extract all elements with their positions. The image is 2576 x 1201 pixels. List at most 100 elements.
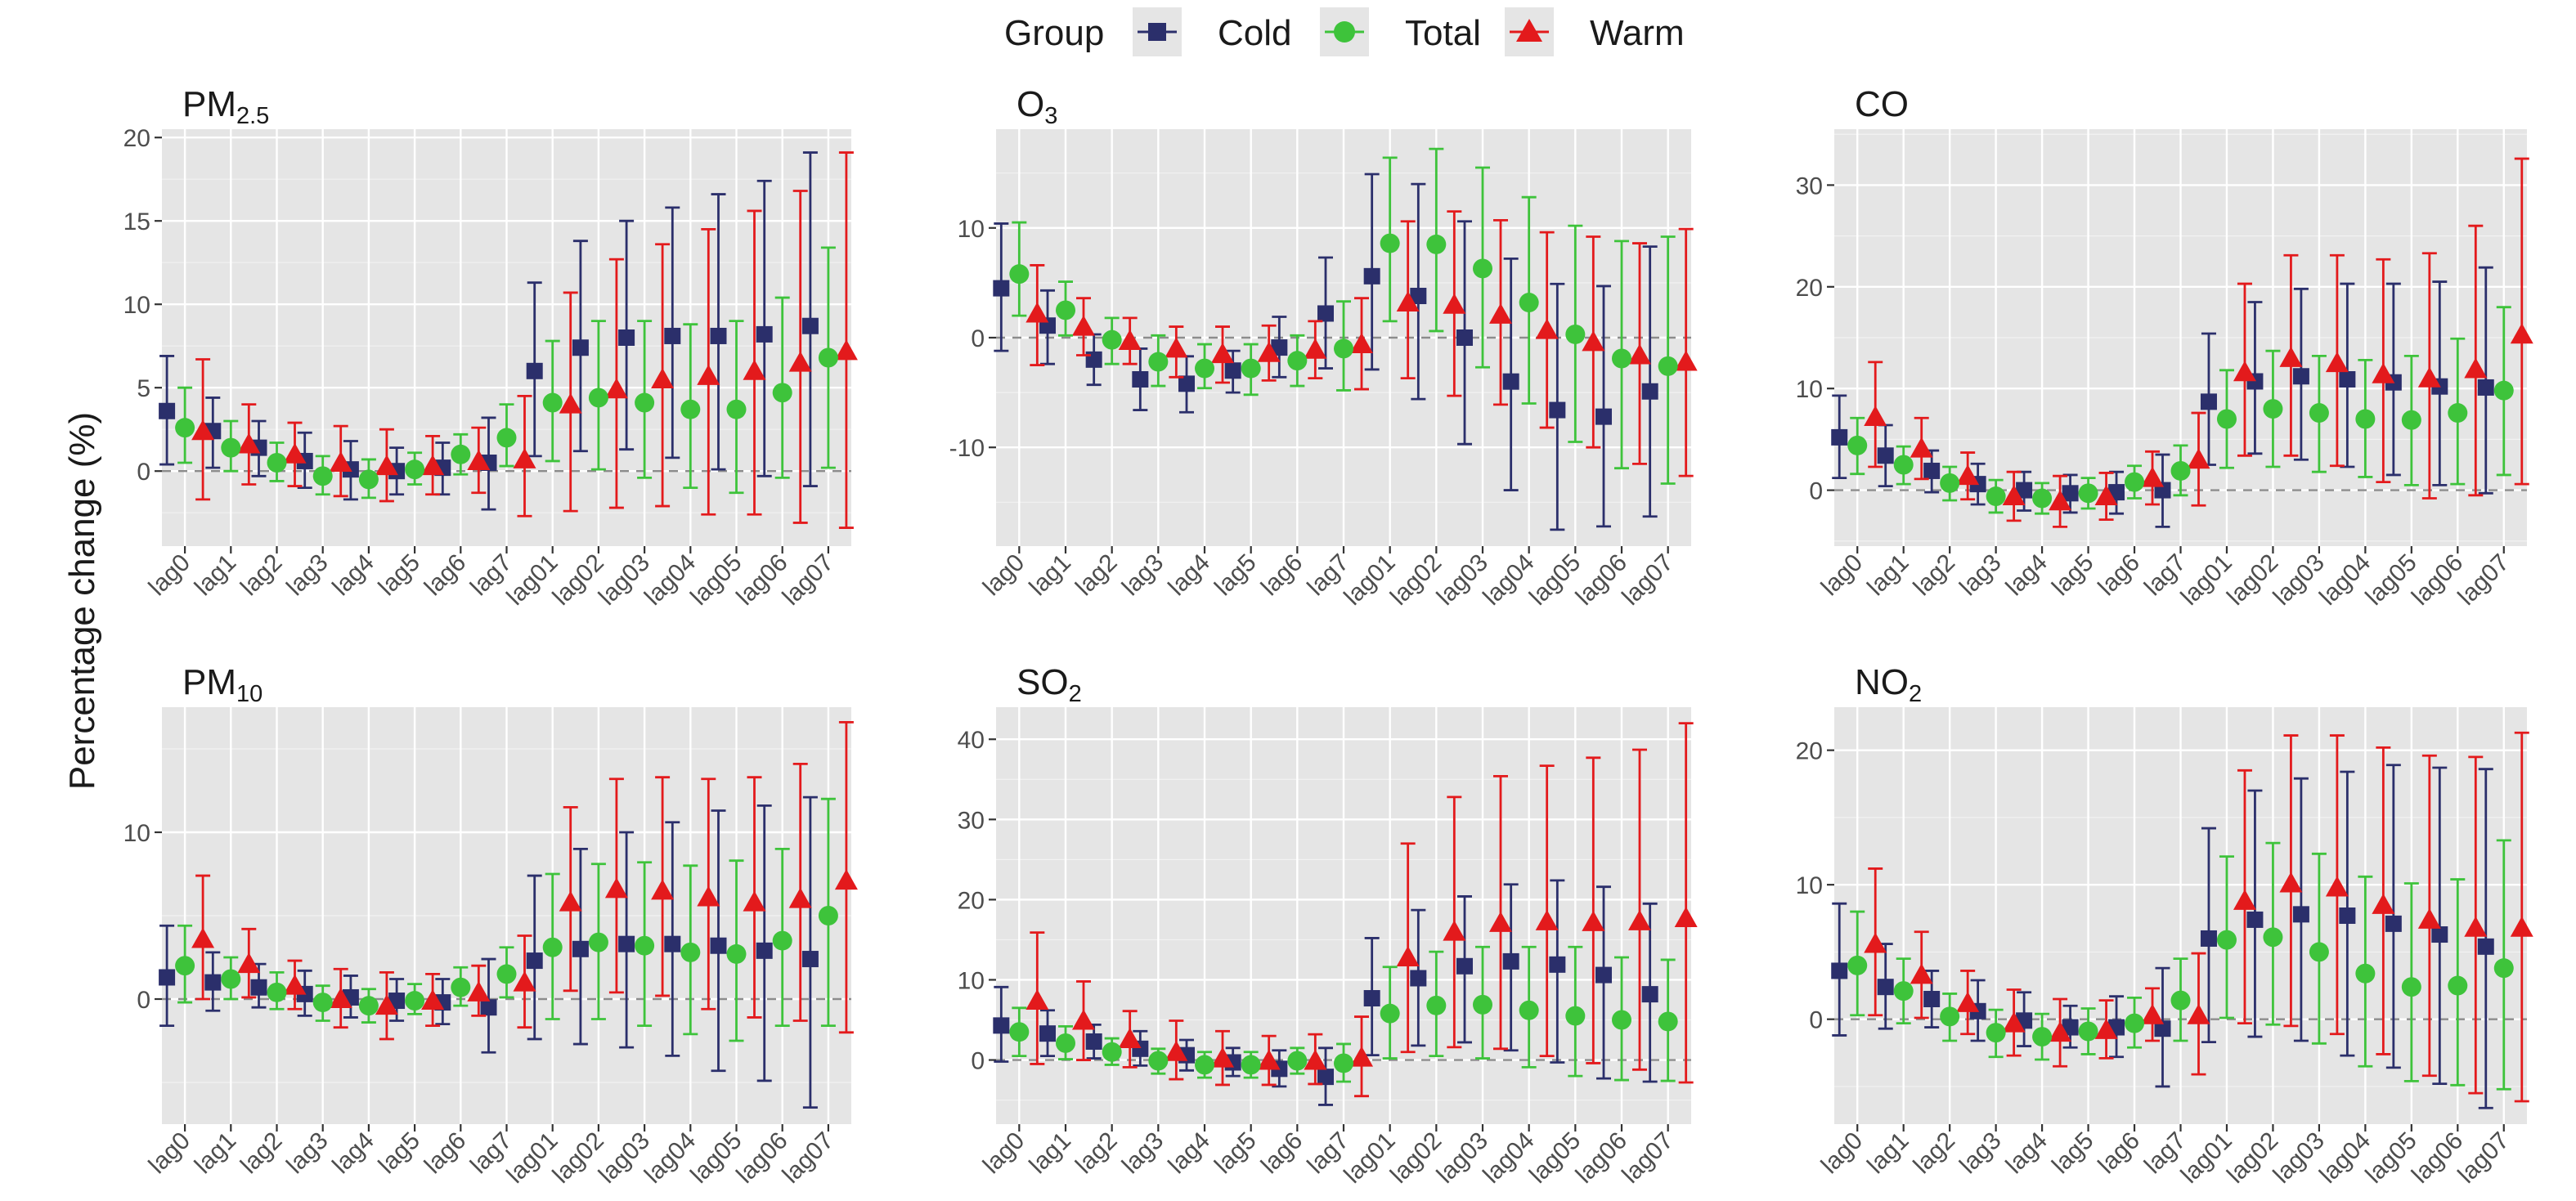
x-tick-label: lag04 [640, 549, 701, 611]
series-warm [1025, 722, 1698, 1098]
legend-item-warm: Warm [1505, 7, 1685, 56]
data-point-triangle [2279, 346, 2303, 367]
y-tick-label: 10 [1796, 872, 1823, 899]
y-tick-label: 10 [958, 216, 985, 243]
data-point-circle [1334, 1053, 1353, 1073]
chart-panels: 05101520lag0lag1lag2lag3lag4lag5lag6lag7… [123, 84, 2533, 1189]
series-cold [993, 173, 1658, 531]
x-tick-label: lag1 [190, 549, 241, 601]
data-point-triangle [421, 455, 445, 476]
data-point-circle [2401, 410, 2421, 430]
data-point-triangle [2094, 485, 2118, 506]
x-tick-label: lag06 [2407, 549, 2468, 611]
data-point-circle [680, 942, 701, 962]
x-tick-label: lag03 [594, 1127, 655, 1189]
y-tick-label: 20 [958, 887, 985, 914]
data-point-circle [772, 930, 792, 951]
data-point-circle [221, 437, 241, 458]
data-point-triangle [1211, 1046, 1234, 1068]
data-point-square [572, 940, 589, 957]
chart-panel-2: -10010lag0lag1lag2lag3lag4lag5lag6lag7la… [949, 84, 1698, 611]
data-point-triangle [1443, 293, 1466, 314]
x-tick-label: lag02 [2222, 1127, 2283, 1189]
data-point-square [2154, 1020, 2171, 1037]
x-tick-label: lag0 [978, 549, 1030, 601]
data-point-circle [2170, 460, 2191, 481]
panel-title: PM10 [182, 662, 263, 707]
data-point-circle [2170, 990, 2191, 1011]
x-tick-label: lag5 [2047, 549, 2098, 601]
data-point-circle [2448, 975, 2468, 996]
data-point-square [618, 935, 635, 952]
data-point-circle [542, 937, 563, 957]
x-tick-label: lag2 [236, 549, 287, 601]
data-point-circle [588, 932, 608, 952]
data-point-triangle [1350, 1046, 1373, 1067]
data-point-square [801, 317, 819, 334]
data-point-triangle [2187, 1003, 2210, 1024]
legend-label-total: Total [1405, 13, 1481, 53]
data-point-square [1410, 970, 1427, 987]
x-tick-label: lag3 [1954, 549, 2006, 601]
data-point-triangle [559, 392, 582, 414]
data-point-square [1317, 1069, 1334, 1086]
data-point-square [1363, 267, 1380, 285]
data-point-square [993, 280, 1010, 297]
data-point-square [1595, 966, 1612, 984]
data-point-circle [1612, 1010, 1631, 1030]
x-tick-label: lag2 [236, 1127, 287, 1179]
data-point-triangle [513, 970, 536, 992]
data-point-circle [635, 935, 655, 956]
legend-circle-icon [1334, 21, 1355, 43]
data-point-circle [1986, 486, 2006, 507]
data-point-circle [818, 906, 838, 925]
x-tick-label: lag6 [1256, 1127, 1308, 1179]
data-point-triangle [1910, 437, 1933, 458]
data-point-triangle [2372, 362, 2395, 383]
data-point-circle [2401, 977, 2421, 997]
data-point-square [1178, 375, 1195, 392]
x-tick-label: lag03 [1432, 1127, 1493, 1189]
data-point-triangle [467, 449, 491, 470]
x-tick-label: lag02 [548, 1127, 609, 1189]
data-point-triangle [2464, 916, 2488, 937]
data-point-square [572, 339, 589, 356]
panel-title: NO2 [1855, 662, 1922, 707]
data-point-circle [1940, 473, 1960, 493]
x-tick-label: lag2 [1070, 1127, 1122, 1179]
data-point-triangle [237, 952, 261, 974]
data-point-square [1456, 957, 1473, 975]
data-point-square [526, 952, 543, 970]
x-tick-label: lag1 [1025, 549, 1076, 601]
x-tick-label: lag04 [640, 1127, 701, 1189]
data-point-circle [2078, 1021, 2098, 1042]
x-tick-label: lag5 [1209, 549, 1261, 601]
data-point-circle [2216, 409, 2237, 429]
x-tick-label: lag06 [731, 1127, 792, 1189]
data-point-triangle [788, 351, 812, 372]
series-warm [191, 720, 858, 1041]
data-point-square [1085, 1033, 1102, 1050]
data-point-square [159, 402, 176, 419]
data-point-triangle [283, 974, 307, 995]
y-tick-label: -10 [949, 435, 985, 462]
data-point-triangle [2187, 448, 2210, 469]
y-tick-label: 0 [1809, 1007, 1823, 1034]
data-point-triangle [421, 989, 445, 1011]
y-tick-label: 20 [123, 125, 150, 152]
data-point-circle [726, 943, 747, 964]
data-point-triangle [2510, 323, 2533, 344]
series-warm [191, 151, 858, 529]
data-point-circle [1473, 258, 1492, 279]
data-point-triangle [2002, 485, 2026, 506]
x-tick-label: lag4 [2001, 549, 2053, 601]
series-total [1009, 147, 1678, 485]
y-tick-label: 0 [1809, 478, 1823, 505]
data-point-triangle [1304, 1049, 1327, 1070]
data-point-triangle [1025, 302, 1049, 323]
x-tick-label: lag07 [778, 549, 839, 611]
x-tick-label: lag06 [731, 549, 792, 611]
data-point-circle [2493, 380, 2514, 401]
data-point-square [2062, 1019, 2079, 1036]
